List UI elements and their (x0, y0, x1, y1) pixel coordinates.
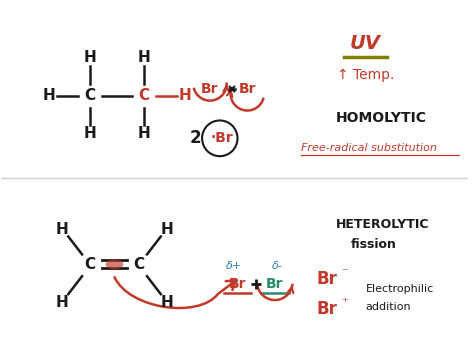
Text: δ-: δ- (272, 261, 282, 271)
Text: addition: addition (365, 302, 411, 312)
Text: ⁺: ⁺ (341, 295, 347, 308)
Text: ⁻: ⁻ (341, 266, 347, 279)
Text: C: C (138, 88, 150, 103)
Text: Electrophilic: Electrophilic (365, 284, 434, 294)
Text: fission: fission (351, 238, 397, 251)
Text: H: H (56, 295, 69, 310)
Text: Br: Br (316, 300, 337, 318)
Text: UV: UV (350, 34, 381, 53)
Text: Free-radical substitution: Free-radical substitution (301, 143, 438, 153)
Text: H: H (137, 126, 150, 141)
Text: H: H (83, 50, 96, 65)
Text: Br: Br (316, 270, 337, 288)
Text: C: C (84, 257, 95, 272)
Text: C: C (134, 257, 145, 272)
Text: HOMOLYTIC: HOMOLYTIC (336, 111, 427, 125)
Text: Br: Br (266, 277, 283, 291)
FancyArrowPatch shape (115, 277, 236, 308)
Text: ·Br: ·Br (210, 131, 233, 145)
Text: Br: Br (229, 277, 246, 291)
Text: HETEROLYTIC: HETEROLYTIC (336, 218, 429, 231)
Ellipse shape (106, 260, 123, 269)
Text: δ+: δ+ (226, 261, 242, 271)
Text: H: H (160, 295, 173, 310)
Text: ↑ Temp.: ↑ Temp. (337, 68, 394, 82)
Text: H: H (137, 50, 150, 65)
Text: H: H (160, 222, 173, 237)
Text: H: H (42, 88, 55, 103)
Text: C: C (84, 88, 95, 103)
Text: Br: Br (238, 82, 256, 96)
Text: Br: Br (201, 82, 219, 96)
Text: H: H (56, 222, 69, 237)
Text: 2: 2 (190, 129, 201, 147)
Text: H: H (179, 88, 192, 103)
Text: H: H (83, 126, 96, 141)
